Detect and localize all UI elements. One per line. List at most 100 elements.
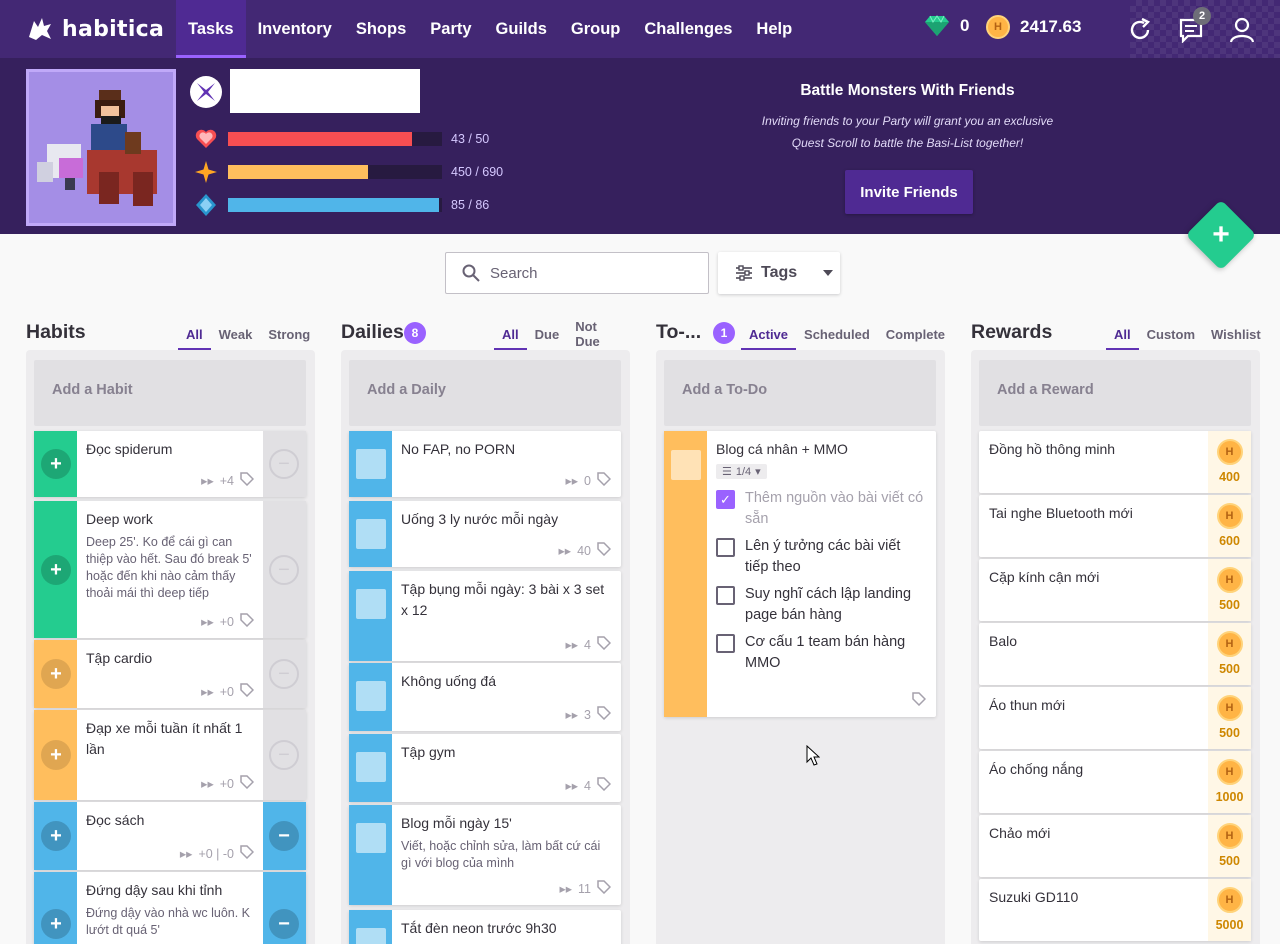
reward-price-button[interactable]: H 500 xyxy=(1208,623,1251,685)
search-input[interactable] xyxy=(490,264,690,282)
habit-plus-area[interactable] xyxy=(34,640,77,708)
habit-minus-area[interactable] xyxy=(263,872,306,944)
habit-card[interactable]: + Đọc spiderum ▸▸ +4 − xyxy=(34,431,306,497)
reward-card[interactable]: Cặp kính cận mới H 500 xyxy=(979,559,1251,621)
minus-icon[interactable]: − xyxy=(269,659,299,689)
habit-card[interactable]: + Đứng dậy sau khi tỉnh Đứng dậy vào nhà… xyxy=(34,872,306,944)
plus-icon[interactable]: + xyxy=(41,449,71,479)
reward-card[interactable]: Áo chống nắng H 1000 xyxy=(979,751,1251,813)
add-habit-input[interactable]: Add a Habit xyxy=(34,360,306,426)
plus-icon[interactable]: + xyxy=(41,821,71,851)
habit-card[interactable]: + Đạp xe mỗi tuần ít nhất 1 lần ▸▸ +0 − xyxy=(34,710,306,800)
rewards-filter-all[interactable]: All xyxy=(1106,318,1139,350)
nav-party[interactable]: Party xyxy=(418,0,483,58)
daily-checkbox[interactable] xyxy=(356,449,386,479)
reward-card[interactable]: Đồng hồ thông minh H 400 xyxy=(979,431,1251,493)
reward-price-button[interactable]: H 500 xyxy=(1208,815,1251,877)
daily-checkbox[interactable] xyxy=(356,519,386,549)
habit-card[interactable]: + Đọc sách ▸▸ +0 | -0 − xyxy=(34,802,306,870)
reward-price-button[interactable]: H 5000 xyxy=(1208,879,1251,941)
plus-icon[interactable]: + xyxy=(41,909,71,939)
plus-icon[interactable]: + xyxy=(1212,218,1230,251)
nav-shops[interactable]: Shops xyxy=(344,0,418,58)
daily-check-area[interactable] xyxy=(349,805,392,905)
reward-card[interactable]: Chảo mới H 500 xyxy=(979,815,1251,877)
nav-group[interactable]: Group xyxy=(559,0,633,58)
daily-card[interactable]: Tắt đèn neon trước 9h30 xyxy=(349,910,621,944)
nav-challenges[interactable]: Challenges xyxy=(632,0,744,58)
checkbox-icon[interactable] xyxy=(716,586,735,605)
todo-checkbox[interactable] xyxy=(671,450,701,480)
daily-card[interactable]: No FAP, no PORN ▸▸ 0 xyxy=(349,431,621,497)
reward-price-button[interactable]: H 500 xyxy=(1208,687,1251,749)
plus-icon[interactable]: + xyxy=(41,740,71,770)
dailies-filter-not-due[interactable]: Not Due xyxy=(575,319,600,349)
plus-icon[interactable]: + xyxy=(41,555,71,585)
habit-minus-area[interactable] xyxy=(263,802,306,870)
todos-filter-active[interactable]: Active xyxy=(741,318,797,350)
gem-counter[interactable]: 0 xyxy=(924,15,969,37)
habit-plus-area[interactable] xyxy=(34,872,77,944)
habit-plus-area[interactable] xyxy=(34,802,77,870)
reward-card[interactable]: Tai nghe Bluetooth mới H 600 xyxy=(979,495,1251,557)
checklist-item[interactable]: Cơ cấu 1 team bán hàng MMO xyxy=(716,632,926,674)
habits-filter-strong[interactable]: Strong xyxy=(268,326,311,342)
reward-price-button[interactable]: H 1000 xyxy=(1208,751,1251,813)
nav-inventory[interactable]: Inventory xyxy=(246,0,344,58)
reward-price-button[interactable]: H 400 xyxy=(1208,431,1251,493)
sync-icon[interactable] xyxy=(1126,16,1154,44)
daily-checkbox[interactable] xyxy=(356,681,386,711)
daily-card[interactable]: Tập bụng mỗi ngày: 3 bài x 3 set x 12 ▸▸… xyxy=(349,571,621,661)
daily-checkbox[interactable] xyxy=(356,752,386,782)
checklist-toggle[interactable]: ☰ 1/4 ▾ xyxy=(716,464,767,479)
habit-plus-area[interactable] xyxy=(34,501,77,638)
habit-plus-area[interactable] xyxy=(34,431,77,497)
daily-card[interactable]: Không uống đá ▸▸ 3 xyxy=(349,663,621,731)
rewards-filter-custom[interactable]: Custom xyxy=(1146,326,1196,342)
rewards-filter-wishlist[interactable]: Wishlist xyxy=(1211,326,1261,342)
daily-card[interactable]: Blog mỗi ngày 15' Viết, hoặc chỉnh sửa, … xyxy=(349,805,621,905)
reward-price-button[interactable]: H 500 xyxy=(1208,559,1251,621)
gold-counter[interactable]: H 2417.63 xyxy=(986,15,1081,39)
daily-checkbox[interactable] xyxy=(356,928,386,944)
checklist-item[interactable]: ✓ Thêm nguồn vào bài viết có sẵn xyxy=(716,488,926,530)
habit-plus-area[interactable] xyxy=(34,710,77,800)
minus-icon[interactable]: − xyxy=(269,449,299,479)
daily-card[interactable]: Uống 3 ly nước mỗi ngày ▸▸ 40 xyxy=(349,501,621,567)
checkbox-checked-icon[interactable]: ✓ xyxy=(716,490,735,509)
habit-card[interactable]: + Deep work Deep 25'. Ko để cái gì can t… xyxy=(34,501,306,638)
habits-filter-all[interactable]: All xyxy=(178,318,211,350)
search-box[interactable] xyxy=(445,252,709,294)
minus-icon[interactable]: − xyxy=(269,555,299,585)
tags-filter-button[interactable]: Tags xyxy=(718,252,840,294)
reward-price-button[interactable]: H 600 xyxy=(1208,495,1251,557)
todo-card[interactable]: Blog cá nhân + MMO ☰ 1/4 ▾ ✓ Thêm nguồn … xyxy=(664,431,936,717)
nav-guilds[interactable]: Guilds xyxy=(484,0,559,58)
nav-help[interactable]: Help xyxy=(744,0,804,58)
add-daily-input[interactable]: Add a Daily xyxy=(349,360,621,426)
class-icon[interactable] xyxy=(190,76,222,108)
todos-filter-scheduled[interactable]: Scheduled xyxy=(804,326,870,342)
minus-icon[interactable]: − xyxy=(269,909,299,939)
minus-icon[interactable]: − xyxy=(269,821,299,851)
daily-checkbox[interactable] xyxy=(356,823,386,853)
dailies-filter-due[interactable]: Due xyxy=(534,326,560,342)
add-reward-input[interactable]: Add a Reward xyxy=(979,360,1251,426)
daily-checkbox[interactable] xyxy=(356,589,386,619)
user-icon[interactable] xyxy=(1228,16,1256,44)
minus-icon[interactable]: − xyxy=(269,740,299,770)
notifications-icon[interactable]: 2 xyxy=(1177,7,1211,44)
invite-friends-button[interactable]: Invite Friends xyxy=(845,170,973,214)
habit-card[interactable]: + Tập cardio ▸▸ +0 − xyxy=(34,640,306,708)
add-todo-input[interactable]: Add a To-Do xyxy=(664,360,936,426)
checklist-item[interactable]: Suy nghĩ cách lập landing page bán hàng xyxy=(716,584,926,626)
daily-card[interactable]: Tập gym ▸▸ 4 xyxy=(349,734,621,802)
avatar[interactable] xyxy=(26,69,176,226)
checkbox-icon[interactable] xyxy=(716,634,735,653)
checklist-item[interactable]: Lên ý tưởng các bài viết tiếp theo xyxy=(716,536,926,578)
reward-card[interactable]: Suzuki GD110 H 5000 xyxy=(979,879,1251,941)
plus-icon[interactable]: + xyxy=(41,659,71,689)
dailies-filter-all[interactable]: All xyxy=(494,318,527,350)
todos-filter-complete[interactable]: Complete xyxy=(885,326,946,342)
reward-card[interactable]: Balo H 500 xyxy=(979,623,1251,685)
